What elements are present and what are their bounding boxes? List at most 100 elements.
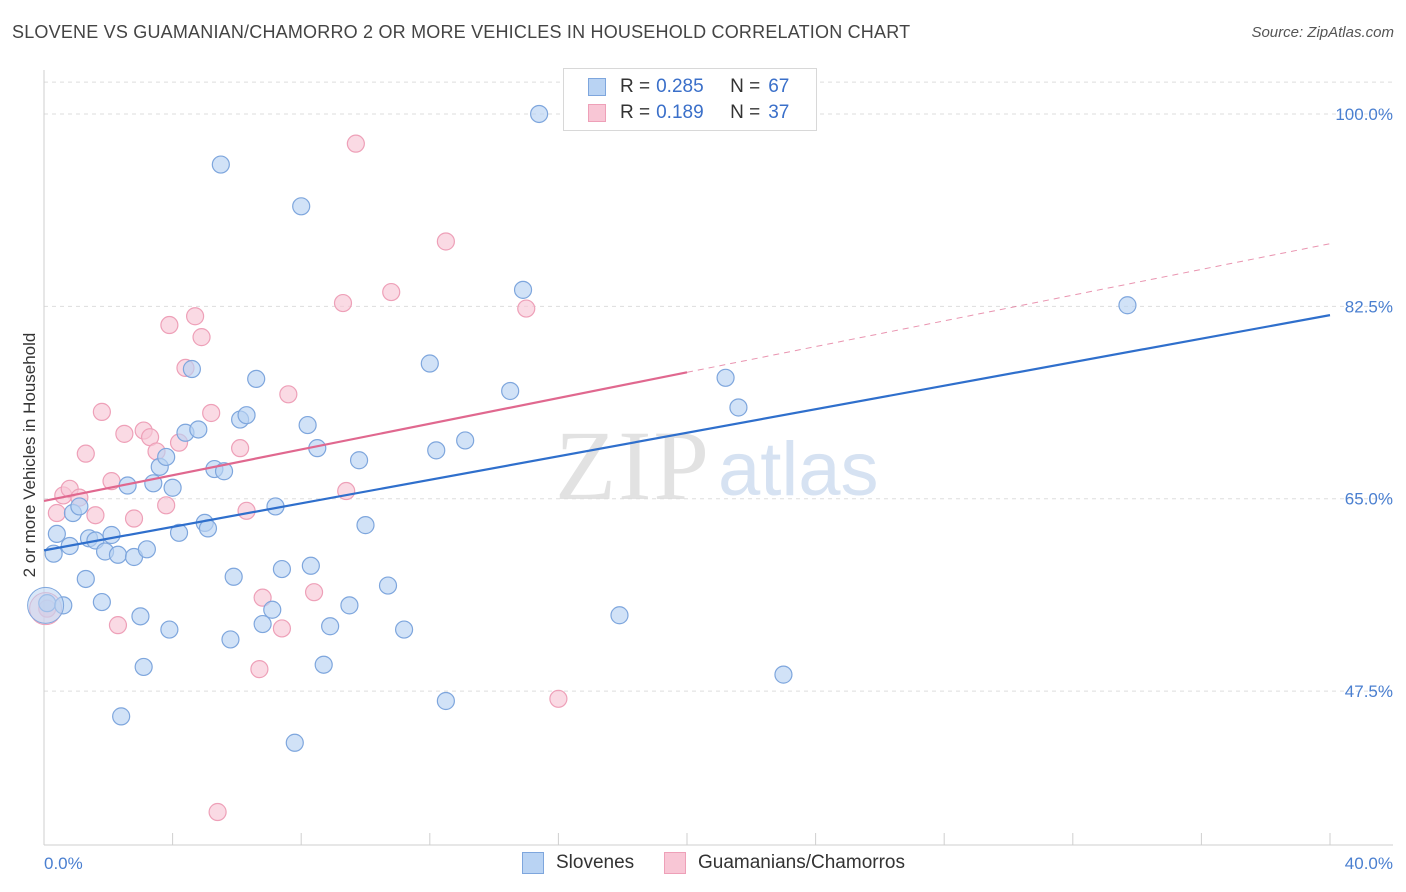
trend-line-guamanians: [43, 371, 688, 503]
slovenes-point: [610, 606, 629, 625]
bottom-legend-swatch-blue: [522, 852, 544, 874]
legend-r-value: 0.285: [656, 76, 704, 97]
slovenes-point: [157, 447, 176, 467]
y-axis-label: 2 or more Vehicles in Household: [20, 333, 39, 578]
slovenes-point: [321, 617, 340, 636]
legend-row-guamanians: R = 0.189 N = 37: [588, 100, 789, 126]
legend-n-label: N =: [730, 102, 761, 123]
series-guamanians-points: [29, 134, 568, 822]
slovenes-point: [456, 431, 475, 450]
guamanians-point: [208, 802, 227, 822]
legend-swatch-pink: [588, 104, 606, 122]
y-tick-label: 82.5%: [1345, 297, 1393, 316]
slovenes-point: [47, 524, 66, 544]
slovenes-point: [292, 197, 311, 216]
slovenes-point: [163, 478, 182, 497]
legend-r-label: R =: [620, 76, 651, 97]
slovenes-point: [314, 655, 333, 674]
legend-swatch-blue: [588, 78, 606, 96]
slovenes-point: [224, 567, 243, 586]
guamanians-point: [346, 134, 365, 153]
guamanians-point: [253, 588, 272, 607]
guamanians-point: [124, 509, 144, 528]
legend-row-slovenes: R = 0.285 N = 67: [588, 74, 789, 100]
slovenes-point: [378, 576, 398, 595]
slovenes-point: [285, 733, 304, 752]
slovenes-point: [112, 707, 131, 726]
slovenes-point: [131, 607, 150, 626]
slovenes-point: [394, 620, 414, 639]
slovenes-point: [214, 462, 234, 481]
chart-title: SLOVENE VS GUAMANIAN/CHAMORRO 2 OR MORE …: [12, 22, 911, 42]
slovenes-point: [501, 381, 520, 401]
guamanians-point: [192, 328, 211, 347]
watermark-zip: ZIP: [555, 410, 711, 521]
slovenes-point: [774, 665, 793, 684]
bottom-legend-slovenes: Slovenes: [522, 852, 634, 874]
bottom-legend: Slovenes Guamanians/Chamorros: [0, 852, 1406, 876]
axes: [43, 70, 1393, 846]
guamanians-point: [304, 583, 324, 602]
slovenes-point: [169, 523, 189, 542]
trend-line-guamanians-extrapolated: [686, 243, 1331, 373]
guamanians-point: [549, 689, 568, 708]
guamanians-point: [279, 385, 298, 404]
guamanians-point: [76, 444, 95, 463]
slovenes-point: [1118, 296, 1137, 315]
slovenes-point: [356, 516, 375, 535]
guamanians-point: [202, 403, 221, 423]
guamanians-point: [382, 282, 401, 302]
legend-n-value: 37: [768, 102, 790, 123]
legend: R = 0.285 N = 67 R = 0.189 N = 37: [563, 68, 817, 131]
slovenes-point: [76, 569, 95, 589]
slovenes-point: [301, 556, 320, 575]
guamanians-point: [47, 503, 66, 523]
slovenes-point: [513, 280, 533, 299]
trend-lines: [43, 243, 1331, 552]
slovenes-point: [349, 451, 369, 470]
slovenes-point: [70, 497, 89, 516]
y-tick-label: 100.0%: [1335, 105, 1393, 124]
watermark-atlas: atlas: [718, 427, 879, 512]
legend-n-value: 67: [768, 76, 790, 97]
legend-r-value: 0.189: [656, 102, 704, 123]
slovenes-point: [253, 614, 272, 634]
guamanians-point: [237, 501, 256, 520]
x-tick-label: 0.0%: [44, 854, 83, 873]
slovenes-point: [530, 104, 549, 124]
guamanians-point: [92, 402, 111, 421]
slovenes-point: [340, 596, 359, 615]
y-tick-label: 65.0%: [1345, 490, 1393, 509]
slovenes-point: [716, 368, 735, 387]
bottom-legend-label: Slovenes: [556, 852, 635, 873]
trend-line-slovenes: [43, 314, 1331, 552]
legend-r-label: R =: [620, 102, 651, 123]
slovenes-point: [263, 600, 282, 619]
guamanians-point: [186, 307, 205, 326]
series-slovenes-points: [27, 104, 1137, 752]
grid-lines: [44, 81, 1393, 692]
slovenes-point: [247, 369, 266, 389]
slovenes-point: [134, 657, 153, 677]
guamanians-point: [333, 293, 353, 313]
slovenes-point: [92, 592, 111, 612]
slovenes-point: [102, 525, 121, 545]
legend-n-label: N =: [730, 76, 761, 97]
slovenes-point: [189, 420, 208, 439]
slovenes-point: [272, 559, 292, 579]
guamanians-point: [231, 439, 250, 458]
slovenes-point: [211, 155, 230, 174]
guamanians-point: [108, 616, 128, 635]
slovenes-point: [427, 441, 446, 460]
slovenes-point: [160, 620, 179, 639]
y-tick-label: 47.5%: [1345, 682, 1393, 701]
guamanians-point: [115, 424, 134, 443]
bottom-legend-guamanians: Guamanians/Chamorros: [664, 852, 905, 874]
guamanians-point: [86, 506, 105, 525]
slovenes-point: [298, 415, 317, 435]
tick-labels: 47.5% 65.0% 82.5% 100.0% 0.0% 40.0%: [44, 105, 1393, 873]
slovenes-point: [237, 406, 256, 425]
x-tick-label: 40.0%: [1345, 854, 1393, 873]
slovenes-point-large: [27, 586, 65, 624]
